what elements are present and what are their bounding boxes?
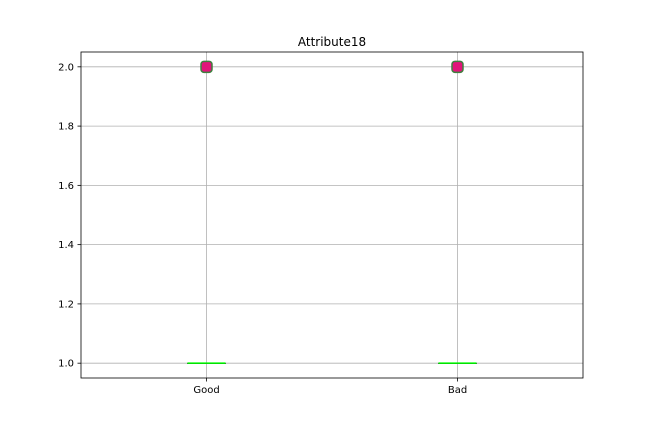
plot-area-frame bbox=[80, 51, 584, 379]
x-tick-label: Bad bbox=[448, 385, 467, 396]
box-bad bbox=[438, 60, 477, 364]
y-tick-label: 1.8 bbox=[58, 122, 74, 133]
x-tick-label: Good bbox=[193, 385, 219, 396]
y-tick-label: 1.0 bbox=[58, 359, 74, 370]
box-marks bbox=[187, 60, 477, 364]
axis-ticks: 1.0 1.2 1.4 1.6 1.8 2.0 Good Bad bbox=[58, 62, 467, 396]
outlier-point bbox=[200, 60, 213, 74]
grid-lines bbox=[81, 52, 583, 378]
chart-title: Attribute18 bbox=[298, 35, 366, 49]
y-tick-label: 1.4 bbox=[58, 240, 74, 251]
y-tick-label: 2.0 bbox=[58, 62, 74, 73]
y-tick-label: 1.2 bbox=[58, 299, 74, 310]
y-tick-label: 1.6 bbox=[58, 181, 74, 192]
outlier-point bbox=[451, 60, 464, 74]
box-good bbox=[187, 60, 226, 364]
